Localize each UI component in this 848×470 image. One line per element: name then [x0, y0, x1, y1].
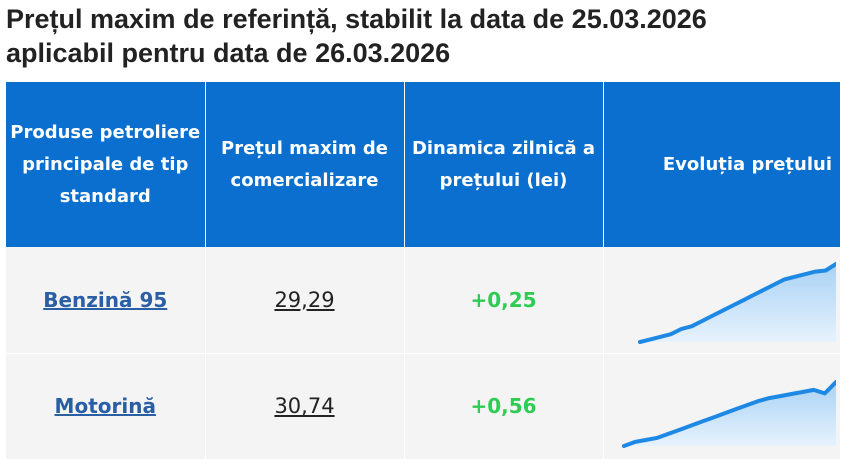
product-link-benzina-95[interactable]: Benzină 95: [43, 287, 168, 312]
price-cell: 29,29: [205, 247, 405, 354]
table-row: Benzină 95 29,29 +0,25: [6, 247, 840, 354]
trend-cell: [603, 247, 840, 354]
daily-change-benzina-95: +0,25: [470, 287, 537, 312]
column-header-dynamic: Dinamica zilnică a prețului (lei): [404, 82, 604, 247]
dynamic-cell: +0,56: [404, 353, 604, 460]
column-header-product: Produse petroliere principale de tip sta…: [6, 82, 206, 247]
price-link-motorina[interactable]: 30,74: [274, 394, 335, 418]
price-link-benzina-95[interactable]: 29,29: [274, 287, 335, 312]
page-title-line-1: Prețul maxim de referință, stabilit la d…: [6, 4, 707, 34]
daily-change-motorina: +0,56: [470, 394, 537, 418]
column-header-price: Prețul maxim de comercializare: [205, 82, 405, 247]
product-cell: Motorină: [6, 353, 206, 460]
sparkline-line: [637, 261, 836, 344]
price-cell: 30,74: [205, 353, 405, 460]
page-title-line-2: aplicabil pentru data de 26.03.2026: [6, 38, 451, 68]
price-trend-chart-motorina: [621, 380, 836, 448]
table-row: Motorină 30,74 +0,56: [6, 353, 840, 460]
product-cell: Benzină 95: [6, 247, 206, 354]
price-table: Produse petroliere principale de tip sta…: [6, 82, 840, 460]
dynamic-cell: +0,25: [404, 247, 604, 354]
product-link-motorina[interactable]: Motorină: [54, 394, 156, 418]
price-trend-chart-benzina-95: [637, 261, 836, 344]
trend-cell: [603, 353, 840, 460]
sparkline-area: [623, 382, 836, 446]
table-header-row: Produse petroliere principale de tip sta…: [6, 82, 840, 247]
sparkline-line: [621, 380, 836, 448]
column-header-evolution: Evoluția prețului: [603, 82, 840, 247]
page-title: Prețul maxim de referință, stabilit la d…: [6, 2, 846, 70]
